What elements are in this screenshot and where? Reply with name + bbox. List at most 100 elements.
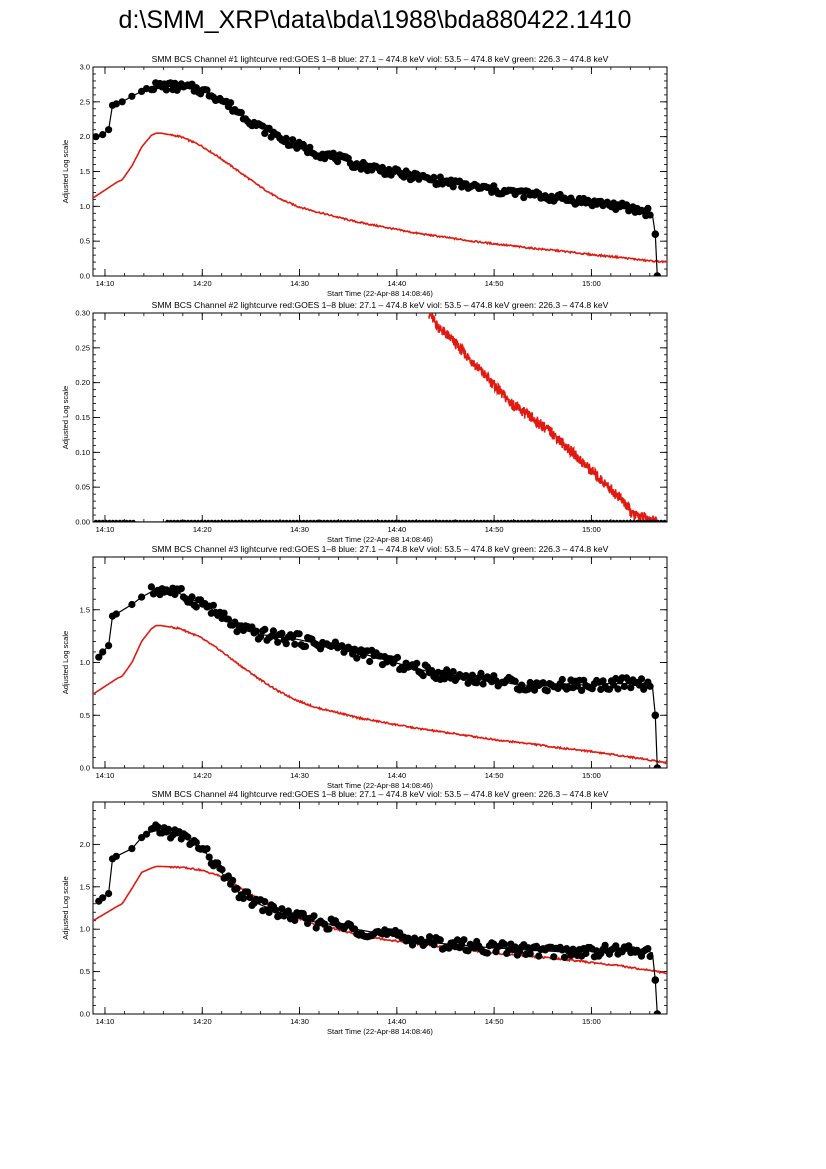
bcs-data-point (175, 519, 180, 522)
bcs-data-point (651, 711, 660, 720)
bcs-data-point (590, 519, 596, 522)
bcs-data-point (628, 519, 633, 522)
bcs-data-point (162, 86, 170, 94)
bcs-data-point (308, 519, 313, 522)
goes-series-line (428, 313, 658, 522)
bcs-data-point (99, 894, 107, 902)
bcs-data-point (253, 519, 259, 522)
bcs-data-point (131, 519, 136, 522)
bcs-data-point (550, 519, 555, 522)
bcs-data-point (192, 603, 200, 611)
y-tick-label: 1.5 (80, 605, 90, 614)
y-axis-label: Adjusted Log scale (61, 631, 70, 694)
bcs-data-point (164, 825, 173, 833)
y-axis-label: Adjusted Log scale (61, 386, 70, 449)
bcs-data-point (599, 677, 607, 685)
plot-area (93, 79, 667, 276)
y-tick-label: 3.0 (80, 63, 90, 72)
goes-series-line (93, 865, 667, 975)
goes-series-line (93, 624, 667, 765)
plot-frame (92, 312, 668, 523)
x-tick-label: 14:10 (96, 279, 115, 288)
bcs-data-point (315, 519, 320, 522)
bcs-data-point (310, 912, 318, 920)
bcs-data-point (335, 519, 340, 522)
bcs-data-point (291, 640, 299, 648)
bcs-data-point (261, 898, 269, 906)
bcs-data-point (264, 519, 269, 522)
bcs-data-point (105, 890, 113, 898)
bcs-data-point (171, 590, 179, 599)
bcs-data-point (511, 943, 519, 951)
bcs-data-point (244, 888, 252, 896)
bcs-data-point (539, 519, 545, 522)
bcs-data-point (274, 519, 279, 522)
bcs-data-point (653, 272, 662, 276)
bcs-data-point (383, 519, 388, 522)
bcs-data-point (424, 519, 429, 522)
bcs-data-point (627, 684, 635, 692)
bcs-data-point (635, 519, 640, 522)
x-tick-label: 14:20 (193, 1017, 212, 1026)
bcs-data-point (147, 583, 155, 591)
bcs-data-point (154, 823, 162, 831)
bcs-data-point (436, 936, 444, 944)
bcs-data-point (128, 600, 136, 609)
bcs-data-point (444, 519, 449, 522)
bcs-data-point (214, 859, 222, 867)
bcs-data-point (325, 519, 330, 522)
bcs-data-point (498, 519, 504, 522)
bcs-data-point (483, 949, 491, 957)
bcs-data-point (121, 519, 126, 522)
bcs-data-point (607, 519, 613, 522)
bcs-data-point (298, 519, 303, 522)
bcs-data-point (492, 519, 497, 522)
bcs-data-point (178, 519, 184, 522)
bcs-data-point (631, 519, 637, 522)
bcs-data-point (464, 519, 470, 522)
bcs-data-point (362, 519, 368, 522)
bcs-data-point (393, 653, 402, 662)
bcs-data-point (520, 194, 528, 202)
bcs-data-point (468, 671, 476, 679)
bcs-data-point (550, 953, 558, 961)
bcs-data-point (127, 519, 133, 522)
bcs-data-point (488, 519, 494, 522)
bcs-data-point (233, 519, 238, 522)
bcs-data-point (430, 173, 438, 181)
x-tick-label: 14:40 (387, 771, 406, 780)
bcs-data-point (321, 519, 327, 522)
bcs-data-point (338, 519, 344, 522)
bcs-data-point (543, 687, 551, 695)
x-tick-label: 14:50 (485, 1017, 504, 1026)
bcs-data-point (449, 183, 457, 191)
bcs-data-point (359, 519, 364, 522)
x-tick-label: 14:30 (290, 771, 309, 780)
bcs-data-point (430, 941, 438, 949)
bcs-data-point (229, 876, 237, 885)
bcs-data-point (192, 838, 200, 847)
bcs-data-point (345, 519, 351, 522)
bcs-data-point (379, 519, 385, 522)
x-tick-label: 14:10 (96, 525, 115, 534)
bcs-data-point (447, 519, 453, 522)
y-tick-label: 1.0 (80, 925, 90, 934)
bcs-data-point (355, 519, 361, 522)
bcs-data-point (413, 659, 421, 667)
bcs-data-point (515, 519, 521, 522)
bcs-data-point (329, 149, 337, 157)
y-tick-label: 0.10 (75, 448, 90, 457)
bcs-data-point (224, 872, 232, 880)
bcs-data-point (177, 585, 185, 593)
bcs-data-point (277, 519, 282, 522)
bcs-data-point (511, 677, 519, 685)
bcs-data-point (582, 949, 590, 958)
bcs-data-point (185, 519, 191, 522)
bcs-data-point (573, 519, 579, 522)
bcs-data-point (203, 845, 211, 853)
y-tick-label: 2.5 (80, 97, 90, 106)
y-tick-label: 2.0 (80, 132, 90, 141)
bcs-data-point (558, 675, 566, 684)
bcs-data-point (618, 519, 623, 522)
bcs-data-point (453, 936, 461, 944)
